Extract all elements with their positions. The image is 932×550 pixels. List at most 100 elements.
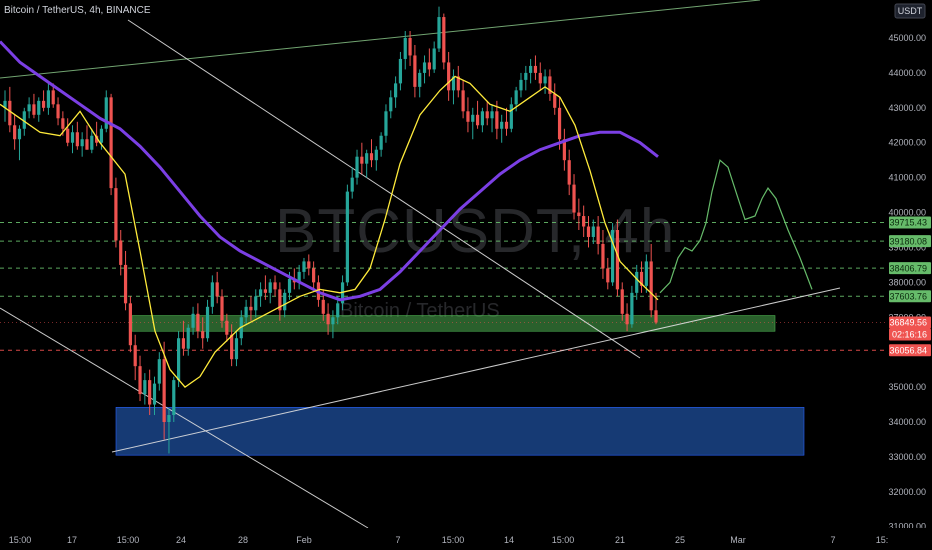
candle[interactable] bbox=[75, 121, 79, 150]
price-axis[interactable] bbox=[888, 0, 932, 550]
candle[interactable] bbox=[398, 51, 403, 91]
candle[interactable] bbox=[644, 254, 648, 293]
candle[interactable] bbox=[562, 128, 566, 171]
candle[interactable] bbox=[80, 132, 84, 157]
price-label-current[interactable]: 36849.56 bbox=[889, 316, 931, 329]
candle[interactable] bbox=[591, 219, 595, 244]
candle[interactable] bbox=[162, 341, 166, 440]
candle[interactable] bbox=[601, 230, 605, 279]
candle[interactable] bbox=[466, 97, 470, 133]
candle[interactable] bbox=[456, 65, 460, 98]
candle[interactable] bbox=[582, 205, 586, 237]
candle[interactable] bbox=[336, 296, 340, 325]
candle[interactable] bbox=[577, 198, 581, 231]
ema-fast-line[interactable] bbox=[0, 75, 659, 388]
candle[interactable] bbox=[331, 310, 335, 339]
candle[interactable] bbox=[389, 90, 393, 119]
candle[interactable] bbox=[635, 264, 639, 300]
candle[interactable] bbox=[365, 149, 369, 178]
candle[interactable] bbox=[548, 69, 552, 101]
candle[interactable] bbox=[234, 331, 239, 367]
demand-zone[interactable] bbox=[115, 407, 805, 456]
candle[interactable] bbox=[46, 83, 50, 115]
time-axis[interactable] bbox=[0, 528, 932, 550]
candle[interactable] bbox=[95, 121, 99, 147]
candle[interactable] bbox=[615, 219, 620, 297]
candle[interactable] bbox=[447, 51, 451, 101]
candle[interactable] bbox=[215, 271, 219, 304]
candle[interactable] bbox=[225, 313, 229, 342]
candle[interactable] bbox=[143, 373, 147, 405]
candle[interactable] bbox=[148, 369, 152, 416]
candle[interactable] bbox=[350, 167, 354, 199]
candle[interactable] bbox=[181, 320, 186, 356]
candle[interactable] bbox=[519, 72, 523, 98]
candle[interactable] bbox=[196, 303, 200, 339]
candle[interactable] bbox=[639, 261, 644, 293]
candle[interactable] bbox=[418, 69, 422, 98]
candle[interactable] bbox=[475, 100, 480, 129]
candle[interactable] bbox=[403, 31, 407, 70]
candle[interactable] bbox=[109, 93, 113, 196]
trendline-2[interactable] bbox=[127, 19, 641, 359]
candle[interactable] bbox=[123, 250, 128, 311]
currency-badge-box[interactable] bbox=[894, 3, 926, 19]
candle[interactable] bbox=[273, 275, 277, 297]
candle[interactable] bbox=[509, 97, 513, 133]
candle[interactable] bbox=[172, 376, 176, 423]
candle[interactable] bbox=[177, 331, 181, 388]
candle[interactable] bbox=[326, 303, 330, 335]
countdown-label[interactable]: 02:16:16 bbox=[889, 328, 931, 341]
candle[interactable] bbox=[17, 125, 22, 161]
candle[interactable] bbox=[427, 48, 431, 77]
trendline-1[interactable] bbox=[0, 307, 369, 529]
candle[interactable] bbox=[379, 132, 383, 157]
candle[interactable] bbox=[90, 128, 94, 154]
candle[interactable] bbox=[567, 149, 571, 196]
candle[interactable] bbox=[432, 41, 436, 73]
candle[interactable] bbox=[205, 299, 210, 342]
candle[interactable] bbox=[41, 90, 46, 112]
candle[interactable] bbox=[8, 86, 12, 133]
candle[interactable] bbox=[244, 299, 248, 325]
candle[interactable] bbox=[437, 6, 441, 52]
candle[interactable] bbox=[553, 83, 557, 115]
candle[interactable] bbox=[500, 114, 504, 143]
price-label-39715[interactable]: 39715.43 bbox=[889, 216, 931, 229]
candle[interactable] bbox=[606, 257, 610, 290]
candle[interactable] bbox=[557, 97, 562, 150]
candle[interactable] bbox=[538, 62, 542, 91]
candle[interactable] bbox=[302, 257, 306, 279]
candle[interactable] bbox=[37, 97, 41, 122]
candle[interactable] bbox=[524, 65, 528, 91]
candle[interactable] bbox=[360, 142, 364, 175]
candle[interactable] bbox=[490, 104, 494, 133]
candle[interactable] bbox=[128, 296, 132, 353]
candle[interactable] bbox=[422, 55, 427, 84]
candle[interactable] bbox=[649, 243, 653, 318]
candle[interactable] bbox=[3, 90, 7, 122]
candle[interactable] bbox=[230, 324, 234, 367]
candle[interactable] bbox=[442, 13, 446, 70]
candle[interactable] bbox=[186, 324, 190, 356]
candle[interactable] bbox=[408, 31, 412, 66]
price-label-37603[interactable]: 37603.76 bbox=[889, 290, 931, 303]
candle[interactable] bbox=[480, 107, 484, 133]
candle[interactable] bbox=[625, 303, 629, 332]
candle[interactable] bbox=[586, 216, 591, 248]
candle[interactable] bbox=[312, 261, 316, 290]
candle[interactable] bbox=[461, 79, 465, 119]
candle[interactable] bbox=[66, 118, 70, 147]
candle[interactable] bbox=[157, 352, 161, 391]
candle[interactable] bbox=[201, 317, 205, 349]
candle[interactable] bbox=[220, 289, 224, 328]
candle[interactable] bbox=[278, 282, 282, 321]
candle[interactable] bbox=[355, 149, 359, 185]
candle[interactable] bbox=[32, 93, 36, 119]
candle[interactable] bbox=[249, 296, 253, 321]
candle[interactable] bbox=[572, 174, 576, 220]
candle[interactable] bbox=[485, 100, 489, 126]
candle[interactable] bbox=[297, 264, 301, 290]
candle[interactable] bbox=[533, 55, 538, 80]
